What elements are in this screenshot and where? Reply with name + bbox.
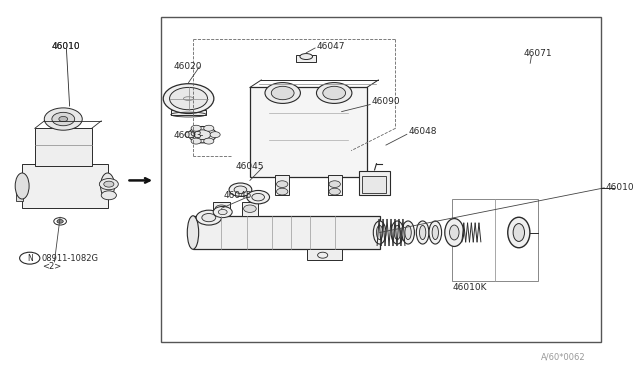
Bar [359,171,390,195]
Circle shape [44,108,83,130]
Ellipse shape [429,221,442,244]
Circle shape [104,181,114,187]
Bar [16,184,24,201]
Text: 46071: 46071 [524,49,552,58]
Text: 46047: 46047 [316,42,345,51]
Circle shape [191,125,201,131]
Bar [250,87,367,177]
Ellipse shape [394,225,401,240]
Circle shape [189,126,216,143]
Bar [22,164,108,208]
Circle shape [101,191,116,200]
Circle shape [204,125,214,131]
Circle shape [244,205,256,212]
Bar [296,55,316,62]
Bar [171,110,206,115]
Ellipse shape [188,216,198,249]
Circle shape [323,86,346,100]
Circle shape [276,188,288,195]
Circle shape [247,190,269,204]
Bar [193,216,380,249]
Text: 46020: 46020 [174,62,202,71]
Circle shape [276,181,288,187]
Circle shape [185,132,195,138]
Ellipse shape [405,225,412,240]
Text: 46045: 46045 [236,162,264,171]
Circle shape [210,132,220,138]
Text: N: N [27,254,33,263]
Ellipse shape [391,221,404,244]
Ellipse shape [15,173,29,199]
Circle shape [59,116,68,122]
Circle shape [170,87,207,110]
Ellipse shape [432,225,438,240]
Bar [161,17,601,342]
Circle shape [271,86,294,100]
Circle shape [191,138,201,144]
Text: 46093: 46093 [174,131,203,140]
Text: 46010: 46010 [52,42,81,51]
Circle shape [218,209,227,215]
Ellipse shape [513,224,525,241]
Circle shape [196,210,221,225]
Ellipse shape [402,221,415,244]
Text: 46010: 46010 [605,183,634,192]
Circle shape [163,84,214,113]
Ellipse shape [445,219,464,247]
Text: 08911-1082G: 08911-1082G [41,254,98,263]
Bar [35,128,92,166]
Circle shape [57,219,63,223]
Bar [307,249,342,260]
Bar [452,199,538,281]
Text: 46048: 46048 [408,127,436,136]
Ellipse shape [449,225,459,240]
Text: 46010K: 46010K [453,283,488,292]
Bar [362,176,386,193]
Circle shape [215,205,228,212]
Circle shape [213,206,232,218]
Text: A/60*0062: A/60*0062 [541,353,586,362]
Ellipse shape [508,217,530,248]
Circle shape [202,214,216,222]
Ellipse shape [373,221,386,244]
Circle shape [265,83,300,103]
Circle shape [234,186,247,193]
Text: 46090: 46090 [372,97,401,106]
Text: 46010: 46010 [52,42,81,51]
Circle shape [99,179,118,190]
Circle shape [229,183,252,196]
Circle shape [194,130,211,140]
Text: 46045: 46045 [223,191,252,200]
Ellipse shape [100,173,115,199]
Ellipse shape [419,225,426,240]
Circle shape [329,188,340,195]
Circle shape [252,193,264,201]
Text: <2>: <2> [42,262,61,271]
Circle shape [329,181,340,187]
Bar [328,175,342,195]
Circle shape [52,112,75,126]
Circle shape [204,138,214,144]
Ellipse shape [300,54,312,60]
Bar [242,202,258,216]
Circle shape [316,83,352,103]
Ellipse shape [376,225,383,240]
Bar [275,175,289,195]
Bar [213,202,230,216]
Ellipse shape [416,221,429,244]
